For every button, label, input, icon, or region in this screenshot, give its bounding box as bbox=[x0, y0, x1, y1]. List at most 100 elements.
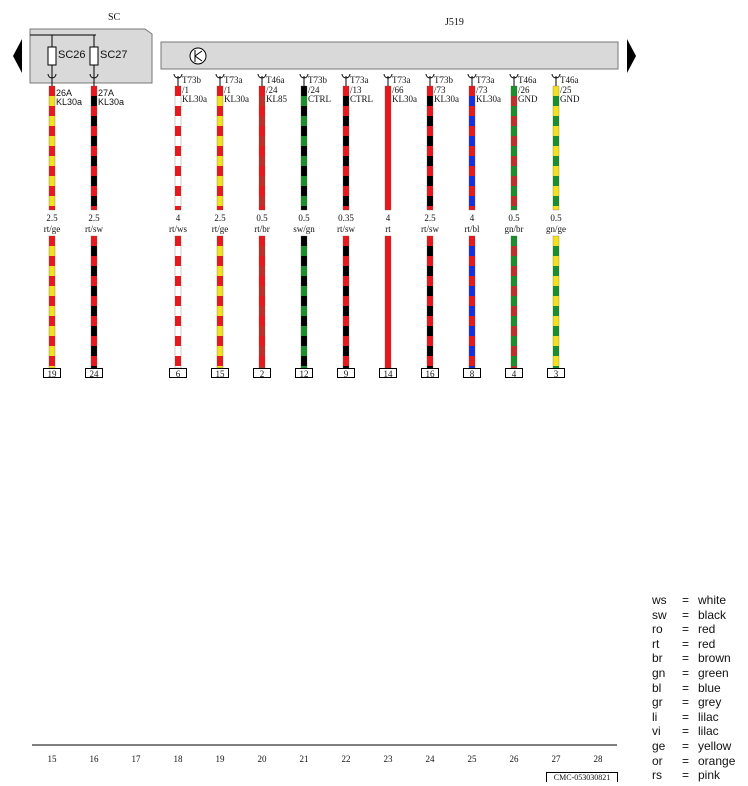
legend-eq: = bbox=[682, 680, 690, 695]
connector-pin-symbol bbox=[257, 73, 267, 86]
wire-connector-pin-label: /66 bbox=[392, 85, 404, 95]
wire-upper-segment bbox=[48, 85, 56, 211]
connector-pin-symbol bbox=[467, 73, 477, 86]
wire-lower-segment bbox=[258, 235, 266, 369]
legend-name: grey bbox=[698, 695, 722, 710]
wire-connector-pin-label: /1 bbox=[182, 85, 190, 95]
legend-name: brown bbox=[698, 651, 731, 666]
wire-signal-label: GND bbox=[560, 94, 580, 104]
legend-name: green bbox=[698, 666, 729, 680]
connector-pin-symbol bbox=[47, 73, 57, 86]
wire-color-code-label: rt/bl bbox=[464, 224, 480, 234]
legend-name: red bbox=[698, 636, 716, 651]
wire-upper-segment bbox=[258, 85, 266, 211]
wire-signal-label: KL30a bbox=[392, 94, 417, 104]
wire-size-label: 4 bbox=[385, 213, 391, 223]
fuse-sc26-label: SC26 bbox=[58, 49, 86, 61]
legend-code: bl bbox=[652, 680, 662, 695]
wire-signal-label: GND bbox=[518, 94, 538, 104]
wire-connector-label: T73b bbox=[434, 75, 453, 85]
wire-signal-label: KL30a bbox=[476, 94, 501, 104]
wire-color-code-label: rt/sw bbox=[337, 224, 355, 234]
pin-number-box: 8 bbox=[463, 368, 481, 379]
legend-code: ws bbox=[652, 593, 667, 607]
column-number: 18 bbox=[173, 754, 183, 764]
wire-terminal-label: 27A bbox=[98, 88, 115, 98]
column-number: 22 bbox=[341, 754, 351, 764]
connector-pin-symbol bbox=[551, 73, 561, 86]
wire-upper-segment bbox=[510, 85, 518, 211]
wire-connector-pin-label: /24 bbox=[266, 85, 278, 95]
fuse-sc27-label: SC27 bbox=[100, 49, 128, 61]
legend-name: black bbox=[698, 607, 727, 622]
wire-connector-label: T46a bbox=[266, 75, 285, 85]
pin-number-box: 3 bbox=[547, 368, 565, 379]
wire-lower-segment bbox=[216, 235, 224, 369]
wire-connector-pin-label: /26 bbox=[518, 85, 530, 95]
legend-eq: = bbox=[682, 768, 690, 783]
connector-pin-symbol bbox=[341, 73, 351, 86]
wire-color-code-label: rt/sw bbox=[85, 224, 103, 234]
document-id: CMC-053030821 bbox=[546, 772, 618, 782]
legend-eq: = bbox=[682, 666, 690, 680]
connector-pin-symbol bbox=[299, 73, 309, 86]
wire-upper-segment bbox=[426, 85, 434, 211]
pin-number-box: 24 bbox=[85, 368, 103, 379]
transistor-icon bbox=[189, 47, 207, 65]
wire-lower-segment bbox=[426, 235, 434, 369]
wire-color-code-label: sw/gn bbox=[293, 224, 315, 234]
wire-connector-label: T73a bbox=[392, 75, 411, 85]
wire-lower-segment bbox=[174, 235, 182, 369]
wire-connector-pin-label: /13 bbox=[350, 85, 362, 95]
wire-lower-segment bbox=[384, 235, 392, 369]
wire-signal-label: KL30a bbox=[56, 97, 83, 107]
pin-number-box: 4 bbox=[505, 368, 523, 379]
wire-connector-pin-label: /73 bbox=[476, 85, 488, 95]
legend-code: ge bbox=[652, 739, 666, 753]
wire-color-code-label: rt/ge bbox=[211, 224, 229, 234]
pin-number-box: 16 bbox=[421, 368, 439, 379]
wire-connector-pin-label: /24 bbox=[308, 85, 320, 95]
wire-lower-segment bbox=[48, 235, 56, 369]
column-number: 23 bbox=[383, 754, 393, 764]
wire-terminal-label: 26A bbox=[56, 88, 73, 98]
legend-name: yellow bbox=[698, 739, 732, 753]
pin-number-box: 2 bbox=[253, 368, 271, 379]
legend-name: blue bbox=[698, 680, 721, 695]
wire-color-code-label: gn/ge bbox=[546, 224, 566, 234]
column-number: 15 bbox=[47, 754, 57, 764]
wire-color-code-label: rt/sw bbox=[421, 224, 439, 234]
wire-upper-segment bbox=[468, 85, 476, 211]
wire-size-label: 0.5 bbox=[256, 213, 268, 223]
wire-signal-label: KL30a bbox=[434, 94, 459, 104]
wire-connector-label: T73a bbox=[476, 75, 495, 85]
wire-signal-label: KL30a bbox=[224, 94, 249, 104]
wire-upper-segment bbox=[174, 85, 182, 211]
pin-number-box: 19 bbox=[43, 368, 61, 379]
column-number: 17 bbox=[131, 754, 141, 764]
wire-size-label: 0.5 bbox=[508, 213, 520, 223]
pin-number-box: 12 bbox=[295, 368, 313, 379]
legend-code: gn bbox=[652, 666, 666, 680]
legend-eq: = bbox=[682, 593, 690, 607]
wire-lower-segment bbox=[510, 235, 518, 369]
module-j519-label: J519 bbox=[445, 17, 464, 28]
wire-color-code-label: gn/br bbox=[504, 224, 524, 234]
legend-code: rt bbox=[652, 636, 660, 651]
wire-lower-segment bbox=[300, 235, 308, 369]
legend-eq: = bbox=[682, 695, 690, 710]
legend-name: lilac bbox=[698, 724, 719, 739]
wire-upper-segment bbox=[342, 85, 350, 211]
pin-number-box: 6 bbox=[169, 368, 187, 379]
wire-color-code-label: rt/br bbox=[254, 224, 270, 234]
wire-size-label: 2.5 bbox=[46, 213, 58, 223]
wire-color-code-label: rt bbox=[385, 224, 391, 234]
wire-connector-label: T73b bbox=[308, 75, 327, 85]
wire-lower-segment bbox=[90, 235, 98, 369]
wire-upper-segment bbox=[552, 85, 560, 211]
wire-connector-label: T73a bbox=[224, 75, 243, 85]
connector-pin-symbol bbox=[215, 73, 225, 86]
column-number: 25 bbox=[467, 754, 477, 764]
module-sc-label: SC bbox=[108, 12, 121, 23]
connector-pin-symbol bbox=[509, 73, 519, 86]
